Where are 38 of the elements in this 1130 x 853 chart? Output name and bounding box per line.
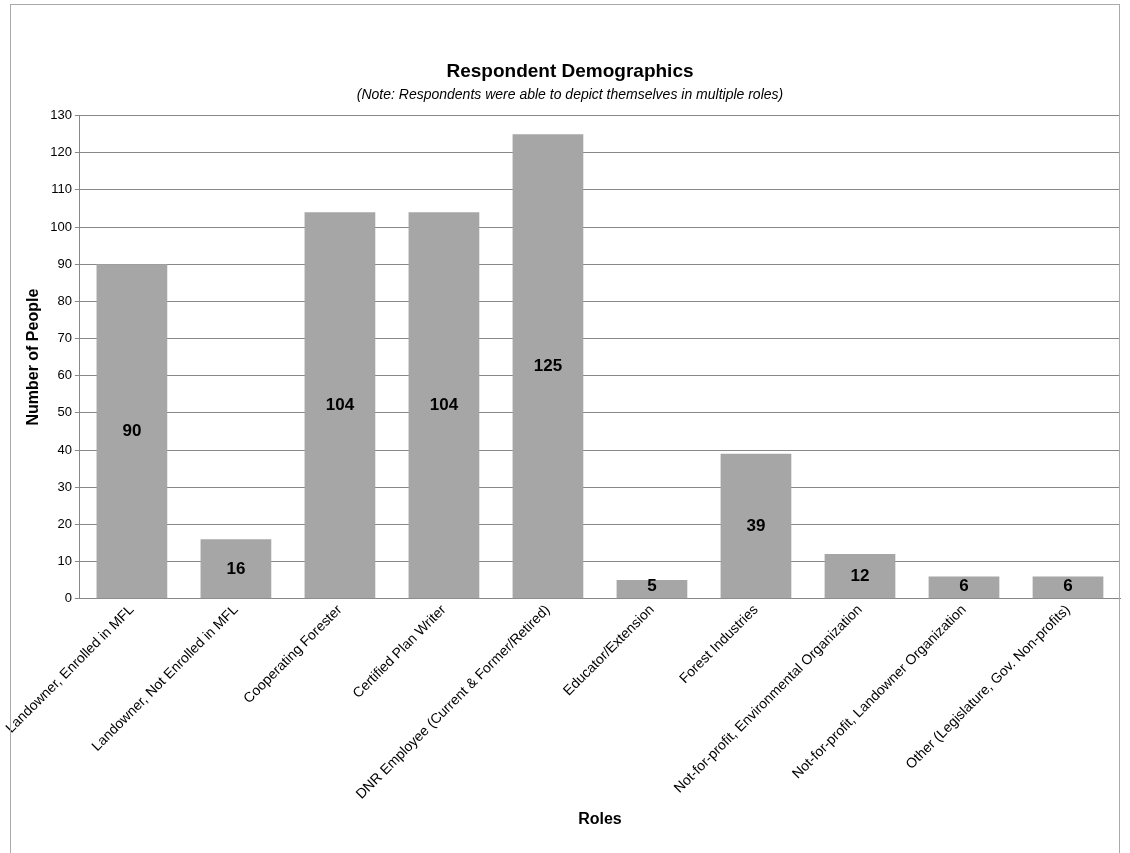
- y-tick-label: 90: [57, 255, 72, 271]
- y-tick-label: 80: [57, 292, 72, 308]
- data-label: 104: [429, 395, 459, 415]
- y-tick-label: 30: [57, 478, 72, 494]
- data-label: 90: [122, 421, 142, 441]
- y-tick-label: 10: [57, 553, 72, 569]
- y-tick-label: 0: [64, 590, 72, 606]
- data-label: 39: [746, 515, 766, 535]
- y-tick-label: 40: [57, 441, 72, 457]
- y-tick-label: 110: [51, 181, 72, 197]
- y-axis-title: Number of People: [24, 288, 42, 426]
- chart-title: Respondent Demographics: [446, 59, 694, 81]
- bar: [200, 539, 272, 599]
- y-tick-label: 60: [57, 367, 72, 383]
- bar: [408, 212, 480, 599]
- y-tick-label: 130: [50, 107, 72, 123]
- data-label: 5: [647, 576, 657, 596]
- y-tick-label: 100: [50, 218, 72, 234]
- y-tick-label: 50: [57, 404, 72, 420]
- data-label: 6: [959, 576, 969, 596]
- bar: [616, 580, 688, 599]
- bar: [512, 134, 584, 599]
- data-label: 16: [226, 558, 246, 578]
- bar: [96, 264, 168, 599]
- bar: [824, 554, 896, 599]
- data-label: 125: [533, 356, 563, 376]
- bar: [928, 576, 1000, 599]
- bar: [304, 212, 376, 599]
- bar: [1032, 576, 1104, 599]
- y-tick-label: 20: [57, 515, 72, 531]
- data-label: 6: [1063, 576, 1073, 596]
- y-tick-label: 70: [57, 330, 72, 346]
- data-label: 104: [325, 395, 355, 415]
- data-label: 12: [850, 566, 870, 586]
- bar: [720, 453, 792, 599]
- chart-subtitle: (Note: Respondents were able to depict themselves in multiple roles): [356, 86, 784, 103]
- x-axis-title: Roles: [578, 809, 622, 827]
- y-tick-label: 120: [50, 144, 72, 160]
